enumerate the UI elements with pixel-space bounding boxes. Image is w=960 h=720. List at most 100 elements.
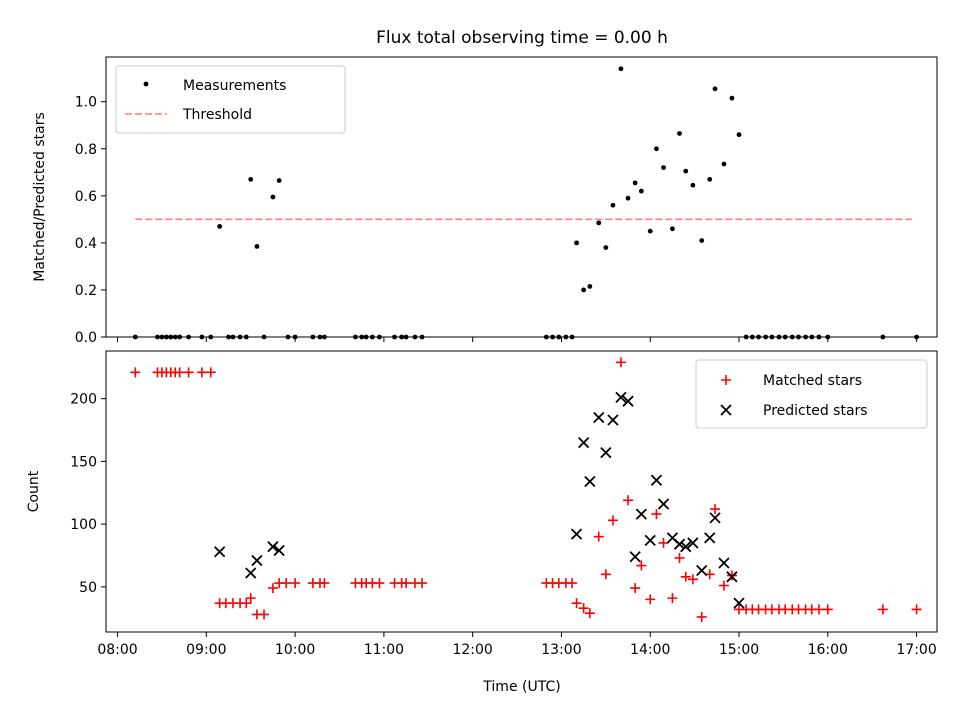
- measurement-point: [363, 334, 369, 340]
- measurement-point: [569, 334, 575, 340]
- measurement-point: [647, 228, 653, 234]
- measurement-point: [603, 245, 609, 250]
- matched-star-point: [822, 604, 833, 615]
- measurement-point: [803, 334, 809, 340]
- predicted-star-point: [709, 512, 721, 524]
- measurement-point: [168, 334, 174, 340]
- measurement-point: [661, 165, 666, 170]
- matched-star-point: [813, 604, 824, 615]
- matched-star-point: [593, 531, 604, 542]
- matched-star-point: [567, 578, 578, 589]
- predicted-star-point: [570, 528, 583, 540]
- measurement-point: [399, 334, 405, 340]
- predicted-star-point: [718, 557, 730, 569]
- measurement-point: [353, 334, 358, 340]
- matched-star-point: [259, 609, 270, 620]
- x-tick-label: 11:00: [364, 642, 404, 658]
- legend-matched-marker: [721, 375, 731, 385]
- measurement-point: [721, 161, 727, 167]
- matched-star-point: [710, 504, 721, 515]
- predicted-star-point: [214, 546, 226, 558]
- measurement-point: [581, 287, 587, 293]
- matched-star-point: [658, 537, 669, 548]
- measurement-point: [369, 334, 375, 340]
- measurement-point: [638, 188, 644, 194]
- x-tick-label: 08:00: [97, 642, 137, 658]
- matched-star-point: [667, 593, 678, 604]
- measurement-point: [683, 168, 689, 174]
- matched-star-point: [623, 495, 634, 506]
- legend-matched-label: Matched stars: [763, 373, 862, 389]
- legend-bottom: Matched stars Predicted stars: [695, 359, 928, 429]
- matched-star-point: [645, 594, 656, 605]
- measurement-point: [261, 334, 267, 340]
- matched-star-point: [718, 580, 729, 591]
- measurement-point: [776, 334, 782, 340]
- predicted-star-point: [615, 391, 627, 404]
- x-axis-label: Time (UTC): [482, 679, 560, 695]
- matched-star-point: [130, 367, 141, 378]
- legend-top: Measurements Threshold: [115, 65, 346, 134]
- measurement-point: [243, 334, 249, 340]
- measurement-point: [186, 334, 191, 340]
- y-tick-label: 200: [70, 392, 97, 408]
- measurement-point: [880, 334, 886, 340]
- y-tick-label: 0.8: [75, 142, 97, 158]
- matched-star-point: [911, 604, 922, 615]
- x-tick-label: 09:00: [186, 642, 226, 658]
- measurement-point: [550, 334, 555, 340]
- measurement-point: [914, 334, 919, 340]
- predicted-star-point: [251, 554, 263, 567]
- predicted-star-point: [680, 541, 692, 553]
- measurement-point: [403, 334, 409, 340]
- predicted-star-point: [673, 538, 686, 550]
- measurement-point: [670, 226, 675, 232]
- predicted-star-point: [245, 567, 257, 579]
- measurement-point: [543, 334, 549, 340]
- measurement-point: [292, 334, 298, 340]
- predicted-star-point: [687, 537, 699, 549]
- measurement-point: [782, 334, 788, 340]
- predicted-star-point: [600, 446, 612, 459]
- y-tick-label: 50: [79, 580, 97, 596]
- measurement-point: [317, 334, 323, 340]
- x-tick-label: 13:00: [541, 642, 581, 658]
- predicted-star-point: [578, 436, 590, 449]
- measurement-point: [412, 334, 418, 340]
- measurement-point: [322, 334, 327, 340]
- measurement-point: [248, 176, 254, 182]
- predicted-star-point: [644, 534, 656, 547]
- measurement-point: [587, 284, 593, 289]
- matched-star-point: [630, 583, 641, 594]
- measurement-point: [177, 334, 183, 340]
- legend-threshold-label: Threshold: [182, 107, 252, 123]
- legend-predicted-marker: [720, 404, 732, 416]
- measurement-point: [712, 86, 718, 92]
- measurement-point: [132, 334, 138, 340]
- y-tick-label: 150: [70, 454, 97, 470]
- measurement-point: [743, 334, 749, 340]
- measurement-point: [610, 202, 616, 208]
- matched-star-point: [374, 578, 385, 589]
- measurement-point: [208, 334, 214, 340]
- y-tick-label: 0.0: [75, 330, 97, 346]
- measurement-point: [654, 146, 659, 152]
- top-panel-ratio: 0.0 0.2 0.4 0.6 0.8 1.0 Matched/Predicted star…: [32, 56, 938, 346]
- measurement-point: [632, 180, 638, 186]
- matched-star-point: [674, 552, 685, 563]
- legend-box: [115, 65, 346, 134]
- matched-star-point: [877, 604, 888, 615]
- x-tick-label: 16:00: [808, 642, 848, 658]
- axes-frame: [105, 56, 938, 338]
- y-tick-label: 0.4: [75, 236, 97, 252]
- predicted-star-point: [733, 597, 745, 609]
- measurement-point: [796, 334, 801, 340]
- measurement-point: [809, 334, 815, 340]
- measurement-point: [769, 334, 775, 340]
- matched-star-point: [571, 598, 582, 609]
- predicted-star-point: [696, 564, 708, 577]
- bottom-panel-counts: 08:00 09:00 10:00 11:00 12:00 13:00 14:00 15:00…: [26, 350, 938, 658]
- matched-star-point: [651, 509, 662, 520]
- matched-star-point: [401, 578, 412, 589]
